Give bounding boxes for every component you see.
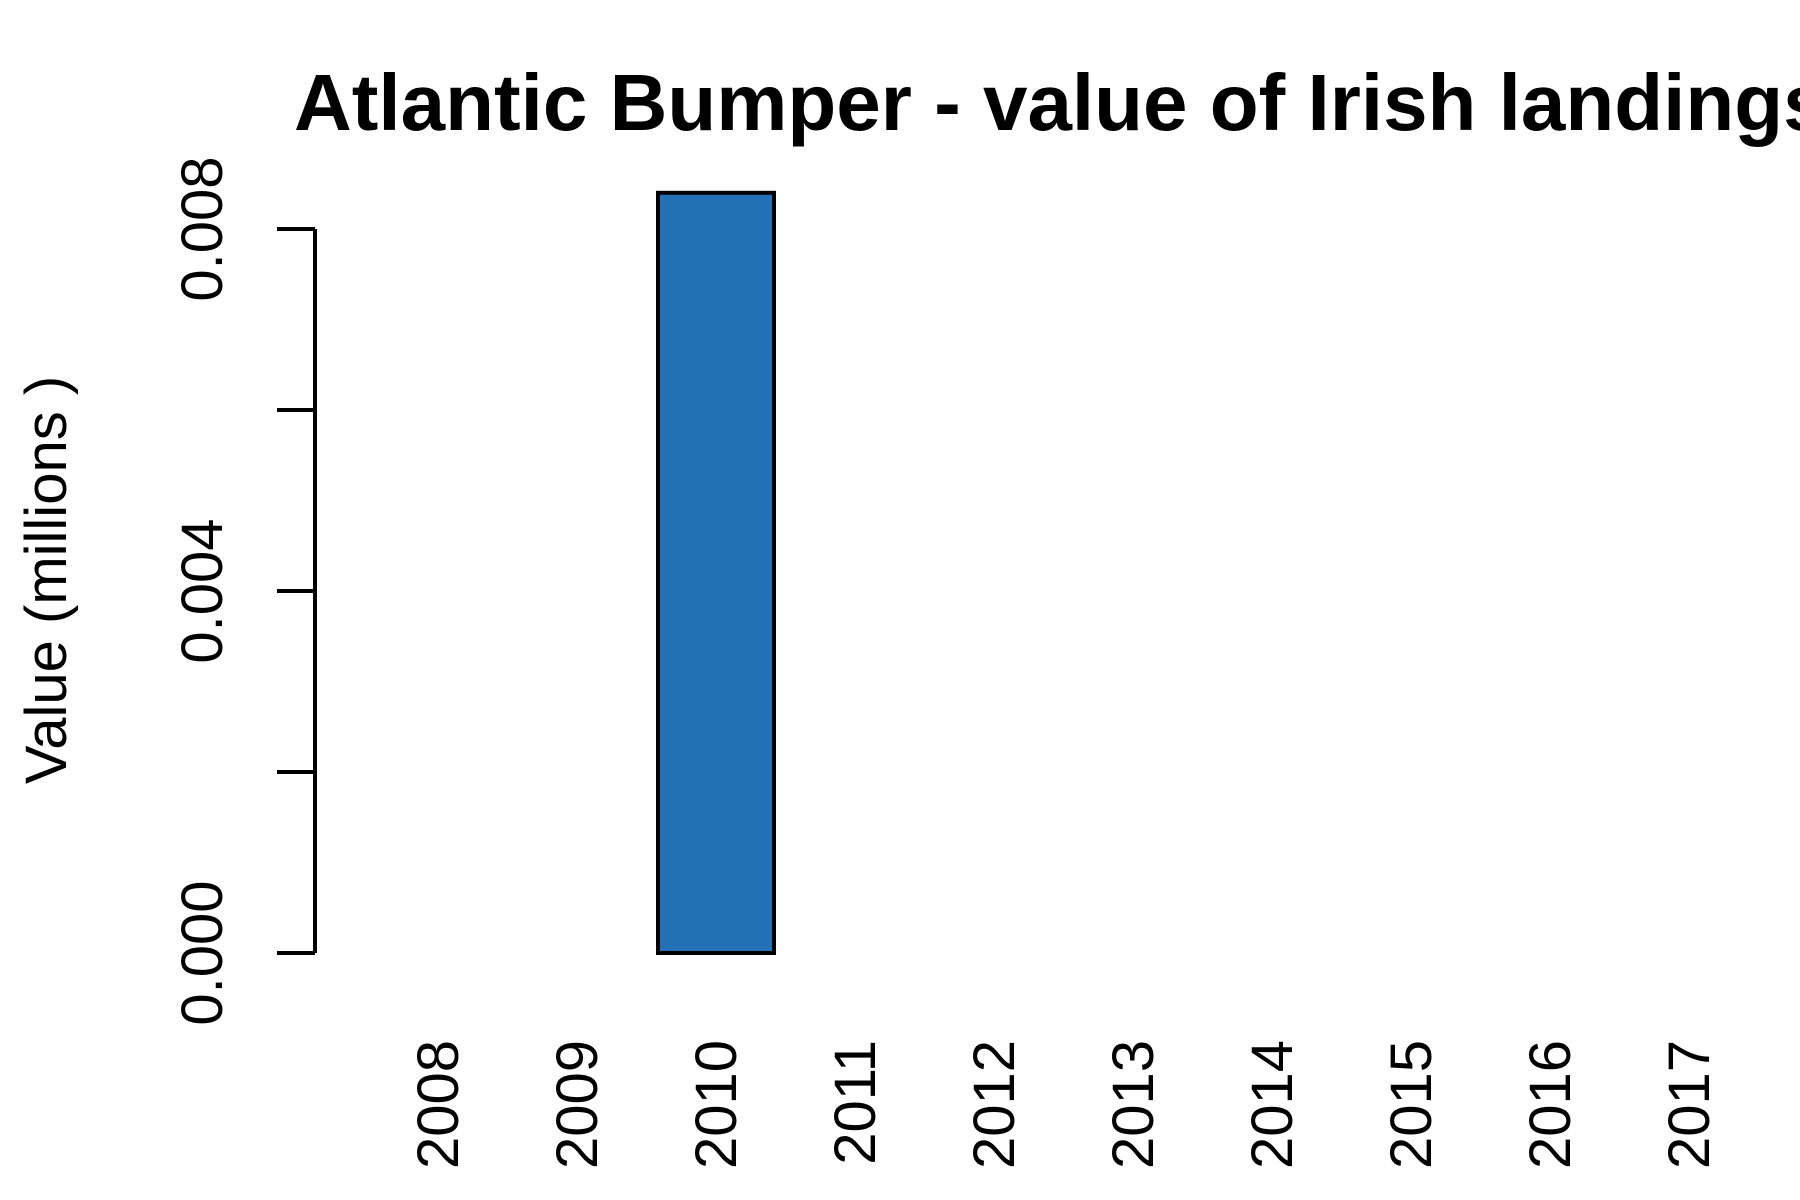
y-axis-label: Value (millions ) (14, 376, 79, 784)
y-axis: 0.000 0.004 0.008 (170, 156, 317, 1026)
x-tick-label-2010: 2010 (684, 1040, 749, 1169)
x-tick-label-2011: 2011 (823, 1040, 888, 1165)
x-tick-label-2015: 2015 (1379, 1040, 1444, 1169)
x-axis-labels: 2008 2009 2010 2011 2012 2013 2014 2015 2016 2017 (406, 1040, 1722, 1169)
x-tick-label-2014: 2014 (1240, 1040, 1305, 1169)
x-tick-label-2016: 2016 (1518, 1040, 1583, 1169)
x-tick-label-2017: 2017 (1657, 1040, 1722, 1169)
x-tick-label-2012: 2012 (962, 1040, 1027, 1169)
bar-2010 (656, 190, 776, 956)
y-tick-label: 0.000 (170, 880, 235, 1025)
y-tick-label: 0.008 (170, 156, 235, 301)
y-tick-label: 0.004 (170, 518, 235, 663)
bars (656, 190, 776, 956)
x-tick-label-2013: 2013 (1101, 1040, 1166, 1169)
chart-title: Atlantic Bumper - value of Irish landing… (294, 58, 1800, 147)
x-tick-label-2008: 2008 (406, 1040, 471, 1169)
x-tick-label-2009: 2009 (545, 1040, 610, 1169)
